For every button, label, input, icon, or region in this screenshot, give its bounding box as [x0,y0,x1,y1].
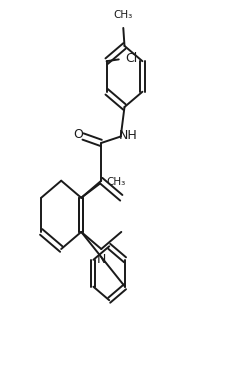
Text: Cl: Cl [125,52,137,65]
Text: N: N [97,253,106,266]
Text: CH₃: CH₃ [106,177,125,187]
Text: NH: NH [119,129,137,142]
Text: CH₃: CH₃ [114,10,133,20]
Text: O: O [73,128,83,141]
